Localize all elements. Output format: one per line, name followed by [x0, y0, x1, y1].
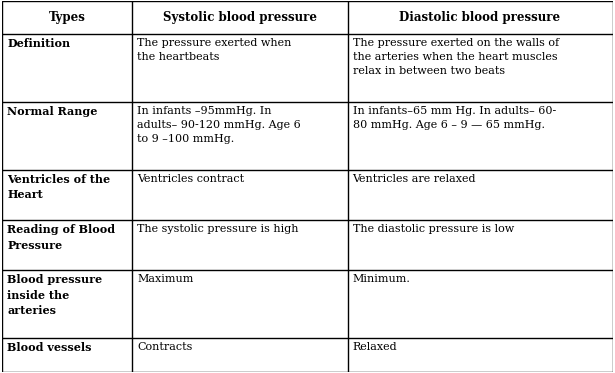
Text: Types: Types — [49, 11, 86, 24]
Text: Contracts: Contracts — [138, 342, 193, 352]
Text: In infants –95mmHg. In
adults– 90-120 mmHg. Age 6
to 9 –100 mmHg.: In infants –95mmHg. In adults– 90-120 mm… — [138, 106, 301, 144]
Text: Maximum: Maximum — [138, 274, 194, 284]
Text: The pressure exerted on the walls of
the arteries when the heart muscles
relax i: The pressure exerted on the walls of the… — [352, 38, 558, 76]
Text: Normal Range: Normal Range — [7, 106, 98, 117]
Text: The systolic pressure is high: The systolic pressure is high — [138, 224, 299, 234]
Text: In infants–65 mm Hg. In adults– 60-
80 mmHg. Age 6 – 9 — 65 mmHg.: In infants–65 mm Hg. In adults– 60- 80 m… — [352, 106, 556, 130]
Text: Minimum.: Minimum. — [352, 274, 410, 284]
Text: Reading of Blood
Pressure: Reading of Blood Pressure — [7, 224, 116, 251]
Text: Diastolic blood pressure: Diastolic blood pressure — [400, 11, 561, 24]
Text: The pressure exerted when
the heartbeats: The pressure exerted when the heartbeats — [138, 38, 292, 62]
Text: Blood pressure
inside the
arteries: Blood pressure inside the arteries — [7, 274, 103, 316]
Text: Definition: Definition — [7, 38, 71, 48]
Text: The diastolic pressure is low: The diastolic pressure is low — [352, 224, 514, 234]
Text: Ventricles are relaxed: Ventricles are relaxed — [352, 174, 476, 184]
Text: Blood vessels: Blood vessels — [7, 342, 92, 354]
Text: Ventricles of the
Heart: Ventricles of the Heart — [7, 174, 111, 200]
Text: Relaxed: Relaxed — [352, 342, 397, 352]
Text: Systolic blood pressure: Systolic blood pressure — [163, 11, 317, 24]
Text: Ventricles contract: Ventricles contract — [138, 174, 245, 184]
